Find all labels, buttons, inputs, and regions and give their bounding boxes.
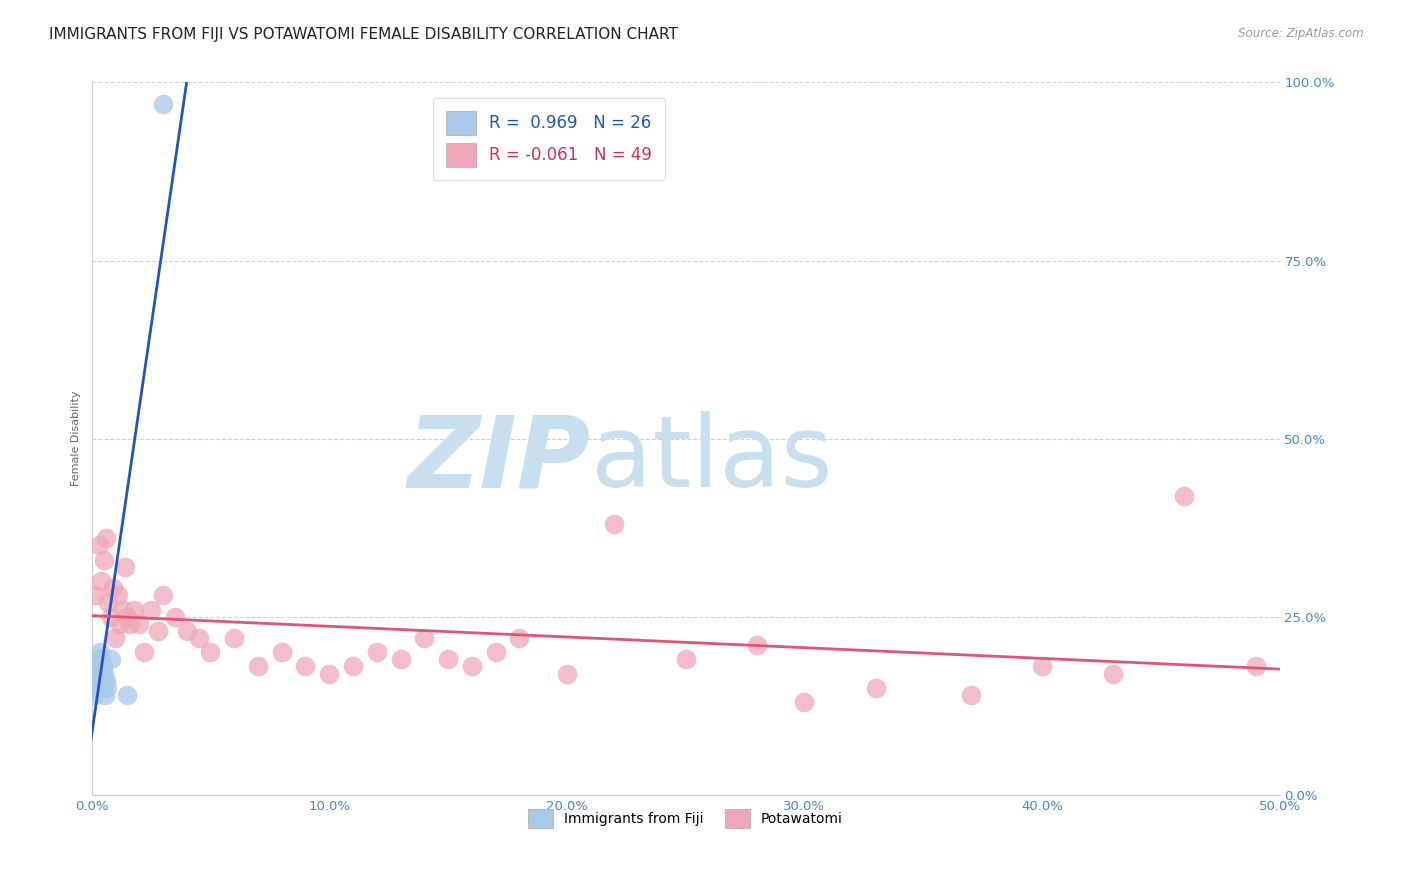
Text: atlas: atlas [591, 411, 832, 508]
Point [93, 552, 115, 566]
Point [93, 673, 115, 688]
Point [107, 588, 129, 602]
Point [959, 688, 981, 702]
Point [89, 645, 111, 659]
Point [117, 609, 139, 624]
Text: Source: ZipAtlas.com: Source: ZipAtlas.com [1239, 27, 1364, 40]
Point [128, 616, 150, 631]
Point [1031, 659, 1053, 673]
Point [366, 645, 388, 659]
Point [200, 645, 222, 659]
Point [93, 688, 115, 702]
Point [152, 588, 174, 602]
Point [484, 645, 506, 659]
Point [84, 659, 107, 673]
Point [108, 616, 131, 631]
Point [342, 659, 364, 673]
Point [91, 659, 114, 673]
Point [82, 681, 104, 695]
Point [83, 688, 105, 702]
Point [94, 531, 117, 545]
Point [104, 631, 127, 645]
Point [94, 673, 117, 688]
Point [294, 659, 316, 673]
Point [224, 631, 246, 645]
Point [139, 602, 162, 616]
Point [111, 602, 134, 616]
Point [176, 624, 198, 638]
Point [96, 681, 118, 695]
Point [270, 645, 292, 659]
Point [437, 652, 460, 666]
Point [93, 666, 115, 681]
Point [745, 638, 768, 652]
Point [675, 652, 697, 666]
Point [90, 666, 112, 681]
Point [865, 681, 887, 695]
Point [152, 96, 174, 111]
Point [90, 652, 112, 666]
Point [793, 695, 815, 709]
Point [87, 538, 110, 552]
Point [117, 688, 139, 702]
Point [1102, 666, 1125, 681]
Point [86, 666, 108, 681]
Text: ZIP: ZIP [408, 411, 591, 508]
Point [148, 624, 170, 638]
Point [163, 609, 186, 624]
Point [91, 681, 114, 695]
Point [508, 631, 530, 645]
Point [86, 659, 108, 673]
Legend: Immigrants from Fiji, Potawatomi: Immigrants from Fiji, Potawatomi [523, 804, 848, 834]
Point [603, 516, 626, 531]
Point [86, 681, 108, 695]
Y-axis label: Female Disability: Female Disability [72, 391, 82, 486]
Point [461, 659, 484, 673]
Point [124, 602, 146, 616]
Point [246, 659, 269, 673]
Point [83, 666, 105, 681]
Point [187, 631, 209, 645]
Point [101, 581, 124, 595]
Point [90, 574, 112, 588]
Point [1244, 659, 1267, 673]
Point [1173, 489, 1195, 503]
Point [389, 652, 412, 666]
Point [83, 673, 105, 688]
Point [87, 652, 110, 666]
Point [555, 666, 578, 681]
Point [90, 673, 112, 688]
Point [84, 673, 107, 688]
Text: IMMIGRANTS FROM FIJI VS POTAWATOMI FEMALE DISABILITY CORRELATION CHART: IMMIGRANTS FROM FIJI VS POTAWATOMI FEMAL… [49, 27, 678, 42]
Point [87, 666, 110, 681]
Point [413, 631, 436, 645]
Point [100, 652, 122, 666]
Point [114, 559, 136, 574]
Point [89, 659, 111, 673]
Point [97, 595, 120, 609]
Point [84, 588, 107, 602]
Point [132, 645, 155, 659]
Point [118, 616, 141, 631]
Point [318, 666, 340, 681]
Point [100, 609, 122, 624]
